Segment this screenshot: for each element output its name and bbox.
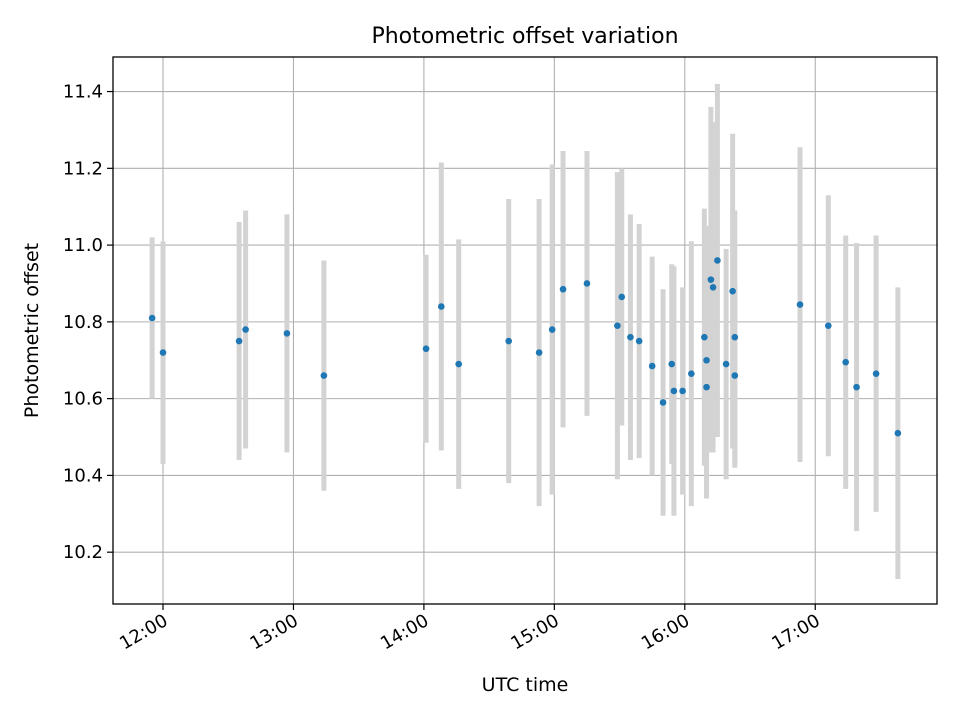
data-point	[283, 330, 291, 337]
data-point	[714, 257, 721, 264]
data-point	[703, 383, 710, 391]
data-point	[796, 301, 804, 308]
y-tick-label: 11.4	[63, 82, 103, 103]
y-axis-label: Photometric offset	[21, 243, 43, 418]
chart-title: Photometric offset variation	[371, 24, 678, 49]
data-point	[559, 285, 567, 293]
data-point	[670, 387, 678, 395]
x-tick-label: 14:00	[377, 610, 432, 654]
data-point	[583, 280, 591, 287]
data-point	[422, 345, 430, 353]
data-point	[548, 326, 556, 333]
x-tick-label: 12:00	[116, 610, 171, 654]
data-point	[320, 372, 328, 379]
data-points	[148, 257, 902, 437]
y-tick-label: 10.6	[63, 389, 103, 410]
data-point	[688, 370, 695, 377]
x-tick-label: 17:00	[768, 610, 823, 654]
data-point	[505, 337, 512, 345]
data-point	[729, 287, 736, 295]
data-point	[242, 326, 249, 333]
y-tick-label: 10.2	[63, 542, 103, 563]
y-tick-label: 11.2	[63, 158, 103, 179]
data-point	[159, 349, 167, 356]
y-tick-label: 10.8	[63, 312, 103, 333]
data-point	[437, 303, 445, 310]
data-point	[731, 333, 739, 341]
data-point	[235, 337, 243, 345]
data-point	[703, 356, 710, 364]
data-point	[824, 322, 832, 330]
data-point	[614, 322, 621, 330]
data-point	[894, 429, 902, 437]
x-tick-label: 16:00	[638, 610, 693, 654]
y-tick-label: 11.0	[63, 235, 103, 256]
data-point	[659, 399, 667, 406]
data-point	[722, 360, 730, 368]
data-point	[148, 314, 156, 322]
x-tick-label: 13:00	[247, 610, 302, 654]
data-point	[635, 337, 643, 345]
data-point	[842, 358, 849, 366]
data-point	[731, 372, 739, 379]
data-point	[668, 360, 676, 368]
data-point	[709, 284, 717, 291]
data-point	[535, 349, 543, 356]
x-tick-label: 15:00	[507, 610, 562, 654]
data-point	[701, 333, 708, 341]
data-point	[618, 293, 626, 301]
data-point	[853, 383, 860, 391]
error-bars	[149, 83, 901, 580]
data-point	[627, 333, 634, 341]
plot-frame	[112, 56, 938, 605]
y-tick-label: 10.4	[63, 465, 103, 486]
data-point	[455, 360, 462, 368]
data-point	[648, 362, 656, 370]
data-point	[707, 276, 715, 283]
data-point	[872, 370, 880, 377]
x-axis-label: UTC time	[482, 674, 569, 696]
grid-lines	[113, 57, 937, 604]
data-point	[679, 387, 686, 395]
